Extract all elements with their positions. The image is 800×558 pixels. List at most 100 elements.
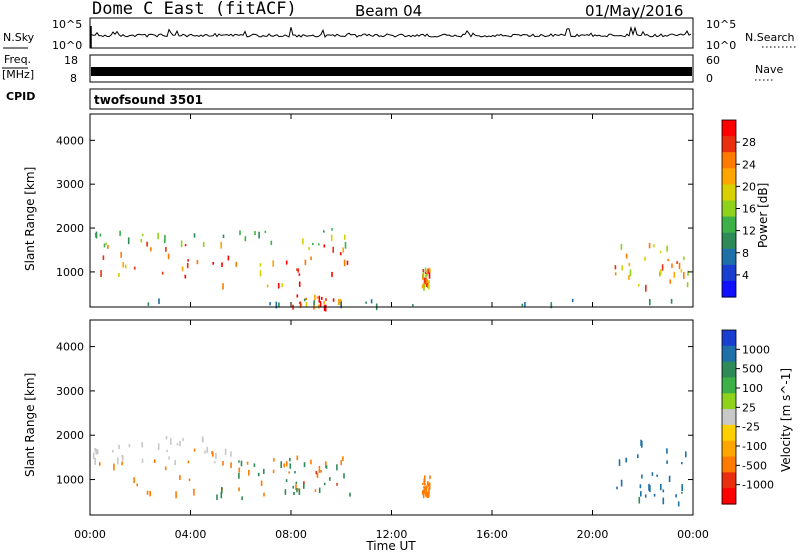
velocity-echo <box>318 487 321 493</box>
power-echo <box>425 278 428 284</box>
power-echo <box>180 240 183 248</box>
x-tick-label: 00:00 <box>677 528 709 541</box>
velocity-echo <box>216 494 218 500</box>
power-echo <box>331 228 333 231</box>
power-colorbar-swatch <box>722 200 736 218</box>
velocity-echo <box>295 481 298 485</box>
velocity-colorbar-swatch <box>722 345 736 363</box>
velocity-echo <box>289 463 292 469</box>
power-echo <box>678 262 681 270</box>
power-echo <box>638 284 640 287</box>
velocity-echo <box>303 481 305 485</box>
power-colorbar-swatch <box>722 264 736 282</box>
power-echo <box>340 301 342 309</box>
power-echo <box>343 259 346 267</box>
power-echo <box>659 271 661 277</box>
velocity-echo <box>648 483 650 491</box>
nsearch-label: N.Search <box>745 31 795 44</box>
power-y-axis: 4000 3000 2000 1000 <box>56 134 693 279</box>
power-echo <box>330 234 333 241</box>
power-echo <box>680 269 683 273</box>
power-echo <box>165 247 167 252</box>
velocity-echo <box>230 462 232 469</box>
velocity-y-axis: 4000 3000 2000 1000 <box>56 341 693 487</box>
velocity-echo <box>641 440 643 448</box>
power-y-tick-label: 3000 <box>56 178 84 191</box>
power-echo <box>186 263 189 269</box>
velocity-echo <box>349 492 351 497</box>
power-echo <box>422 269 425 275</box>
power-echo <box>313 300 315 306</box>
power-echo <box>157 232 159 240</box>
power-echo <box>342 247 344 253</box>
velocity-y-axis-label: Slant Range [km] <box>23 373 37 477</box>
velocity-echo <box>681 484 683 491</box>
power-echo <box>425 283 428 287</box>
velocity-echo <box>176 443 179 446</box>
nsearch-tick-low: 10^0 <box>706 39 736 52</box>
velocity-echo <box>285 479 288 482</box>
velocity-echo <box>668 475 671 483</box>
velocity-echo <box>164 466 167 471</box>
velocity-echo <box>193 448 196 452</box>
velocity-echo <box>677 501 680 507</box>
velocity-echo <box>294 471 296 474</box>
power-echo <box>184 244 187 247</box>
velocity-echo <box>427 481 429 484</box>
power-echo <box>331 271 333 277</box>
power-echo <box>332 298 335 302</box>
velocity-echo <box>222 461 224 466</box>
power-echo <box>644 256 646 261</box>
velocity-echo <box>253 463 256 467</box>
power-echo <box>259 263 262 267</box>
velocity-echo <box>662 489 665 493</box>
power-colorbar-swatch <box>722 216 736 234</box>
power-echo <box>122 262 124 268</box>
velocity-echo <box>263 468 265 474</box>
velocity-echo <box>625 457 627 463</box>
velocity-echo <box>95 448 98 455</box>
x-tick-label: 08:00 <box>275 528 307 541</box>
power-echo <box>321 296 323 300</box>
power-echo <box>141 233 144 237</box>
power-echo <box>625 253 628 259</box>
velocity-echo <box>325 465 328 469</box>
velocity-echo <box>427 492 429 499</box>
power-echo <box>303 298 306 302</box>
power-echo <box>325 298 327 301</box>
freq-label-line2: [MHz] <box>2 68 34 81</box>
power-echo <box>428 280 430 283</box>
velocity-echo <box>206 446 208 453</box>
power-echo <box>222 283 224 290</box>
power-echo <box>239 230 241 236</box>
power-echo <box>370 299 373 304</box>
velocity-echo <box>637 454 639 459</box>
power-colorbar-tick: 16 <box>742 203 756 216</box>
power-colorbar-tick: 8 <box>742 247 749 260</box>
power-echo <box>524 302 526 308</box>
velocity-echo <box>428 488 430 493</box>
cpid-label: CPID <box>6 90 35 103</box>
velocity-echo <box>653 493 656 497</box>
power-echo <box>686 282 689 288</box>
power-y-axis-label: Slant Range [km] <box>23 167 37 271</box>
power-echo <box>147 302 150 306</box>
power-echo <box>127 237 130 245</box>
velocity-echo <box>246 461 249 465</box>
velocity-echo <box>128 444 131 448</box>
velocity-y-tick-label: 2000 <box>56 429 84 442</box>
power-y-tick-label: 1000 <box>56 266 84 279</box>
velocity-colorbar-tick: -25 <box>742 421 760 434</box>
power-echo <box>344 241 347 249</box>
power-echo <box>422 272 425 278</box>
velocity-echo <box>175 491 177 499</box>
power-colorbar-swatch <box>722 248 736 266</box>
velocity-echo <box>315 471 318 475</box>
power-echo <box>305 297 307 301</box>
velocity-colorbar-tick: -500 <box>742 459 767 472</box>
power-echo <box>222 234 225 238</box>
velocity-echo <box>639 484 642 489</box>
velocity-echo <box>149 491 151 497</box>
velocity-scatter-field <box>93 436 687 507</box>
power-echo <box>424 267 427 273</box>
